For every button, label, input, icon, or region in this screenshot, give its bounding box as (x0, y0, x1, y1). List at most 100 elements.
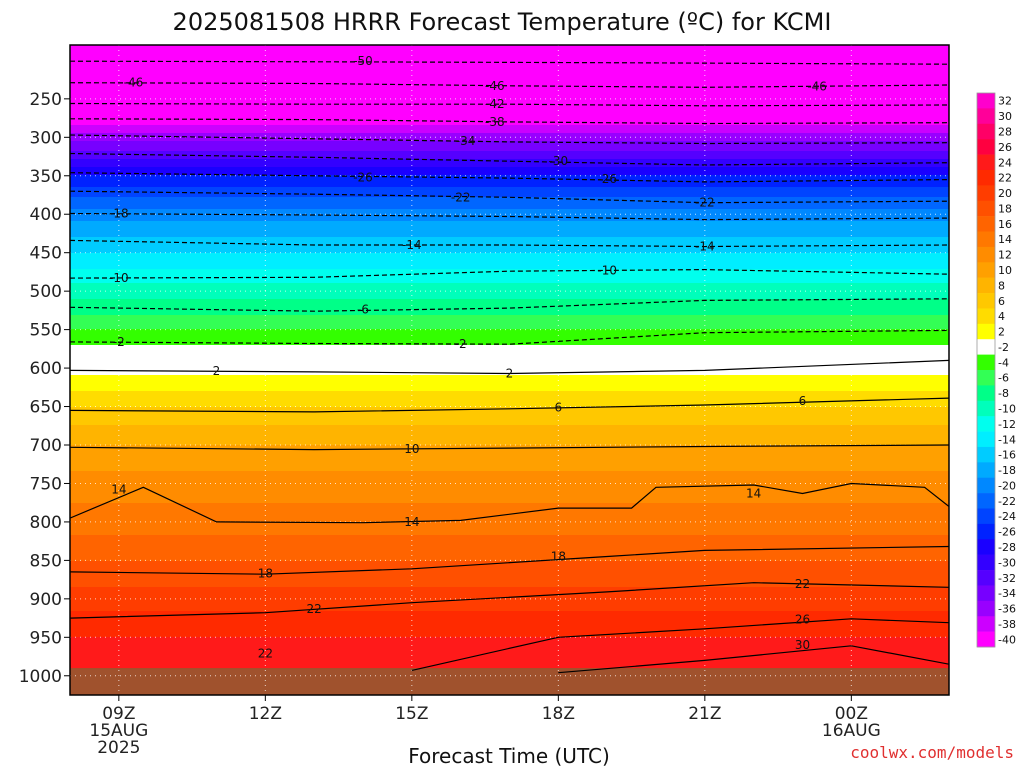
temperature-band (70, 661, 949, 664)
temperature-band (70, 473, 949, 476)
temperature-band (70, 71, 949, 74)
colorbar-swatch (977, 570, 995, 586)
colorbar-swatch (977, 123, 995, 140)
x-tick-label: 15AUG (89, 721, 148, 741)
temperature-band (70, 375, 949, 378)
colorbar-swatch (977, 462, 995, 479)
colorbar-swatch (977, 616, 995, 632)
temperature-band (70, 577, 949, 580)
temperature-band (70, 215, 949, 218)
colorbar-swatch (977, 431, 995, 448)
colorbar-label: -12 (998, 418, 1016, 431)
temperature-band (70, 345, 949, 348)
temperature-band (70, 133, 949, 136)
temperature-band (70, 521, 949, 524)
temperature-band (70, 313, 949, 316)
temperature-band (70, 361, 949, 364)
temperature-band (70, 335, 949, 338)
temperature-band (70, 565, 949, 568)
temperature-band (70, 371, 949, 374)
temperature-band (70, 581, 949, 584)
temperature-band (70, 159, 949, 162)
temperature-band (70, 59, 949, 62)
temperature-band (70, 441, 949, 444)
temperature-band (70, 555, 949, 558)
temperature-band (70, 291, 949, 294)
contour-label: 22 (258, 646, 273, 660)
colorbar-label: -14 (998, 433, 1016, 446)
temperature-band (70, 341, 949, 344)
temperature-band (70, 231, 949, 234)
temperature-band (70, 621, 949, 624)
x-tick-label: 15Z (395, 704, 428, 724)
temperature-band (70, 297, 949, 300)
temperature-band (70, 183, 949, 186)
temperature-band (70, 257, 949, 260)
contour-label: -34 (456, 134, 476, 148)
temperature-band (70, 269, 949, 272)
colorbar-label: -28 (998, 541, 1016, 554)
colorbar-label: 4 (998, 310, 1005, 323)
colorbar-swatch (977, 231, 995, 248)
y-tick-label: 850 (30, 551, 62, 571)
temperature-band (70, 471, 949, 474)
temperature-band (70, 237, 949, 240)
temperature-band (70, 109, 949, 112)
colorbar-label: -10 (998, 402, 1016, 415)
temperature-band (70, 539, 949, 542)
x-tick-label: 12Z (249, 704, 282, 724)
temperature-band (70, 567, 949, 570)
temperature-band (70, 111, 949, 114)
temperature-band (70, 585, 949, 588)
y-tick-label: 500 (30, 282, 62, 302)
contour-label: -46 (485, 79, 505, 93)
colorbar-label: -26 (998, 526, 1016, 539)
temperature-band (70, 391, 949, 394)
colorbar-swatch (977, 154, 995, 171)
temperature-band (70, 289, 949, 292)
temperature-band (70, 83, 949, 86)
temperature-band (70, 547, 949, 550)
isotherm-line (70, 329, 949, 345)
temperature-band (70, 529, 949, 532)
temperature-band (70, 227, 949, 230)
temperature-band (70, 523, 949, 526)
temperature-band (70, 255, 949, 258)
temperature-band (70, 75, 949, 78)
y-tick-label: 750 (30, 474, 62, 494)
temperature-band (70, 353, 949, 356)
contour-label: 22 (795, 577, 810, 591)
temperature-band (70, 607, 949, 610)
temperature-band (70, 245, 949, 248)
colorbar-label: 2 (998, 326, 1005, 339)
contour-label: 6 (555, 400, 563, 414)
temperature-band (70, 525, 949, 528)
temperature-band (70, 211, 949, 214)
temperature-band (70, 351, 949, 354)
colorbar-label: -40 (998, 633, 1016, 646)
colorbar-frame (976, 92, 996, 648)
temperature-band (70, 197, 949, 200)
temperature-band (70, 395, 949, 398)
temperature-band (70, 315, 949, 318)
temperature-band (70, 553, 949, 556)
temperature-band (70, 559, 949, 562)
temperature-band (70, 301, 949, 304)
colorbar-swatch (977, 139, 995, 155)
temperature-band (70, 265, 949, 268)
colorbar-swatch (977, 523, 995, 540)
y-tick-label: 600 (30, 359, 62, 379)
colorbar-label: -6 (998, 372, 1009, 385)
colorbar-label: 8 (998, 279, 1005, 292)
colorbar-swatch (977, 400, 995, 417)
temperature-band (70, 199, 949, 202)
temperature-band (70, 347, 949, 350)
temperature-band (70, 419, 949, 422)
contour-label: 18 (258, 566, 273, 580)
temperature-band (70, 79, 949, 82)
temperature-band (70, 163, 949, 166)
temperature-band (70, 189, 949, 192)
y-tick-label: 650 (30, 398, 62, 418)
temperature-band (70, 325, 949, 328)
temperature-band (70, 77, 949, 80)
